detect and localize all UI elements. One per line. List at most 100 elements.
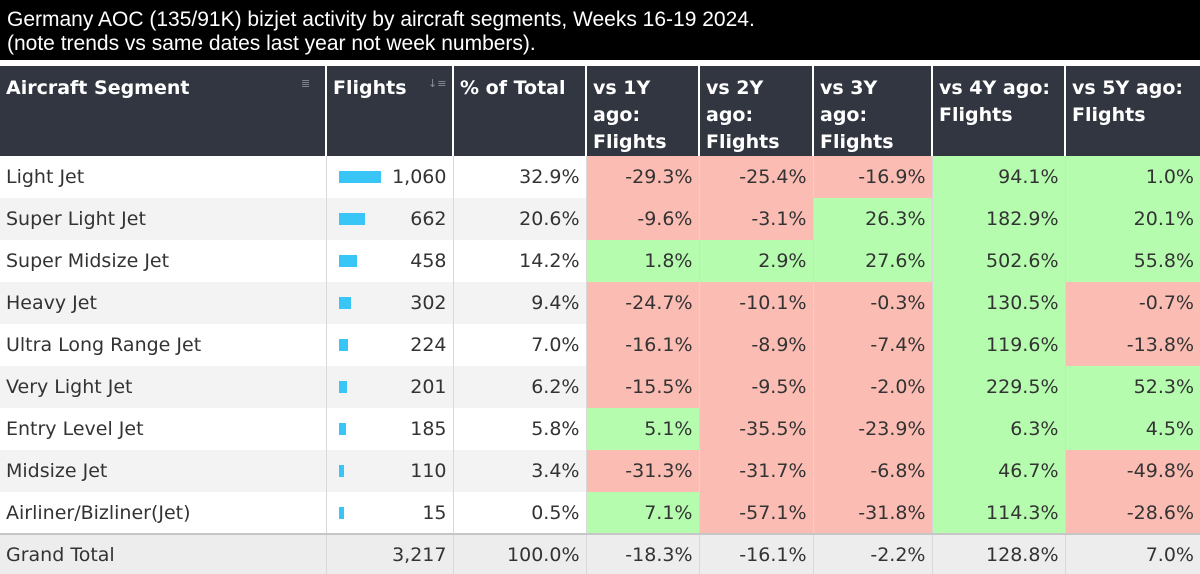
vs-4y-cell: 130.5%	[932, 282, 1066, 324]
column-header-text: Aircraft Segment	[6, 77, 190, 99]
flights-value: 224	[410, 334, 447, 356]
column-header-text: % of Total	[460, 77, 566, 99]
flights-bar	[338, 506, 344, 519]
vs-5y-cell: -0.7%	[1065, 282, 1200, 324]
flights-cell: 185	[326, 408, 454, 450]
vs-5y-cell: -28.6%	[1065, 492, 1200, 534]
flights-cell: 15	[326, 492, 454, 534]
vs-5y-cell: 1.0%	[1065, 156, 1200, 198]
vs-5y-cell: 7.0%	[1065, 533, 1200, 574]
sort-icon[interactable]: ↓≡	[428, 77, 447, 90]
vs-1y-cell: -9.6%	[586, 198, 700, 240]
table-body: Light Jet 1,060 32.9% -29.3% -25.4% -16.9% 94.…	[0, 156, 1200, 574]
vs-2y-cell: -10.1%	[699, 282, 814, 324]
column-header-5[interactable]: vs 3Y ago: Flights	[813, 66, 933, 156]
segment-cell: Very Light Jet	[0, 366, 327, 408]
column-header-text: vs 5Y ago:	[1072, 77, 1183, 99]
pct-total-cell: 0.5%	[453, 492, 587, 534]
column-header-text: vs 3Y ago:	[820, 77, 878, 126]
chart-title: Germany AOC (135/91K) bizjet activity by…	[0, 0, 1200, 60]
pct-total-cell: 3.4%	[453, 450, 587, 492]
segment-cell: Entry Level Jet	[0, 408, 327, 450]
flights-cell: 458	[326, 240, 454, 282]
flights-value: 1,060	[392, 166, 447, 188]
segment-cell: Heavy Jet	[0, 282, 327, 324]
pct-total-cell: 14.2%	[453, 240, 587, 282]
pct-total-cell: 6.2%	[453, 366, 587, 408]
pct-total-cell: 100.0%	[453, 533, 587, 574]
pct-total-cell: 20.6%	[453, 198, 587, 240]
column-header-1[interactable]: Flights ↓≡	[326, 66, 454, 156]
column-header-text: Flights	[939, 104, 1013, 126]
vs-2y-cell: -16.1%	[699, 533, 814, 574]
table-row: Heavy Jet 302 9.4% -24.7% -10.1% -0.3% 130.5% -…	[0, 282, 1200, 324]
vs-1y-cell: 5.1%	[586, 408, 700, 450]
flights-cell: 110	[326, 450, 454, 492]
column-header-3[interactable]: vs 1Y ago: Flights	[586, 66, 700, 156]
vs-1y-cell: -31.3%	[586, 450, 700, 492]
flights-cell: 3,217	[326, 533, 454, 574]
flights-cell: 302	[326, 282, 454, 324]
title-line-1: Germany AOC (135/91K) bizjet activity by…	[7, 8, 755, 31]
vs-2y-cell: -9.5%	[699, 366, 814, 408]
flights-value: 662	[410, 208, 447, 230]
flights-value: 110	[410, 460, 447, 482]
segment-cell: Light Jet	[0, 156, 327, 198]
column-header-2[interactable]: % of Total	[453, 66, 587, 156]
column-header-0[interactable]: Aircraft Segment ≣	[0, 66, 327, 156]
vs-1y-cell: -24.7%	[586, 282, 700, 324]
vs-1y-cell: 7.1%	[586, 492, 700, 534]
column-header-text: vs 4Y ago:	[939, 77, 1050, 99]
grand-total-row: Grand Total 3,217 100.0% -18.3% -16.1% -2.2% 1…	[0, 533, 1200, 574]
table-row: Midsize Jet 110 3.4% -31.3% -31.7% -6.8% 46.7%…	[0, 450, 1200, 492]
vs-4y-cell: 46.7%	[932, 450, 1066, 492]
vs-3y-cell: -6.8%	[813, 450, 933, 492]
vs-5y-cell: 20.1%	[1065, 198, 1200, 240]
vs-4y-cell: 502.6%	[932, 240, 1066, 282]
vs-4y-cell: 182.9%	[932, 198, 1066, 240]
segment-cell: Super Light Jet	[0, 198, 327, 240]
flights-bar	[338, 381, 347, 393]
table-row: Super Light Jet 662 20.6% -9.6% -3.1% 26.3% 18…	[0, 198, 1200, 240]
vs-4y-cell: 114.3%	[932, 492, 1066, 534]
flights-cell: 201	[326, 366, 454, 408]
vs-5y-cell: -49.8%	[1065, 450, 1200, 492]
vs-2y-cell: -25.4%	[699, 156, 814, 198]
column-header-6[interactable]: vs 4Y ago: Flights	[932, 66, 1066, 156]
flights-bar	[338, 213, 365, 225]
vs-4y-cell: 229.5%	[932, 366, 1066, 408]
vs-2y-cell: 2.9%	[699, 240, 814, 282]
table-row: Light Jet 1,060 32.9% -29.3% -25.4% -16.9% 94.…	[0, 156, 1200, 198]
table-row: Super Midsize Jet 458 14.2% 1.8% 2.9% 27.6% 50…	[0, 240, 1200, 282]
column-header-7[interactable]: vs 5Y ago: Flights	[1065, 66, 1200, 156]
vs-5y-cell: -13.8%	[1065, 324, 1200, 366]
column-header-text: Flights	[333, 77, 407, 99]
filter-icon[interactable]: ≣	[301, 77, 311, 90]
segment-cell: Grand Total	[0, 533, 327, 574]
flights-bar	[338, 171, 381, 183]
column-header-text: vs 2Y ago:	[706, 77, 764, 126]
vs-1y-cell: -15.5%	[586, 366, 700, 408]
column-header-text: Flights	[1072, 104, 1146, 126]
pct-total-cell: 5.8%	[453, 408, 587, 450]
flights-value: 458	[410, 250, 447, 272]
flights-cell: 662	[326, 198, 454, 240]
flights-value: 3,217	[392, 543, 447, 566]
flights-bar	[338, 255, 357, 267]
segments-table: Aircraft Segment ≣ Flights ↓≡ % of Total vs 1…	[0, 66, 1200, 574]
table-row: Airliner/Bizliner(Jet) 15 0.5% 7.1% -57.1% -3…	[0, 492, 1200, 534]
vs-2y-cell: -8.9%	[699, 324, 814, 366]
pct-total-cell: 7.0%	[453, 324, 587, 366]
vs-3y-cell: 27.6%	[813, 240, 933, 282]
vs-3y-cell: 26.3%	[813, 198, 933, 240]
vs-1y-cell: -29.3%	[586, 156, 700, 198]
column-header-text: Flights	[706, 131, 780, 153]
flights-value: 185	[410, 418, 447, 440]
pct-total-cell: 9.4%	[453, 282, 587, 324]
column-header-text: Flights	[593, 131, 667, 153]
segment-cell: Midsize Jet	[0, 450, 327, 492]
vs-5y-cell: 55.8%	[1065, 240, 1200, 282]
column-header-4[interactable]: vs 2Y ago: Flights	[699, 66, 814, 156]
vs-3y-cell: -7.4%	[813, 324, 933, 366]
vs-1y-cell: 1.8%	[586, 240, 700, 282]
